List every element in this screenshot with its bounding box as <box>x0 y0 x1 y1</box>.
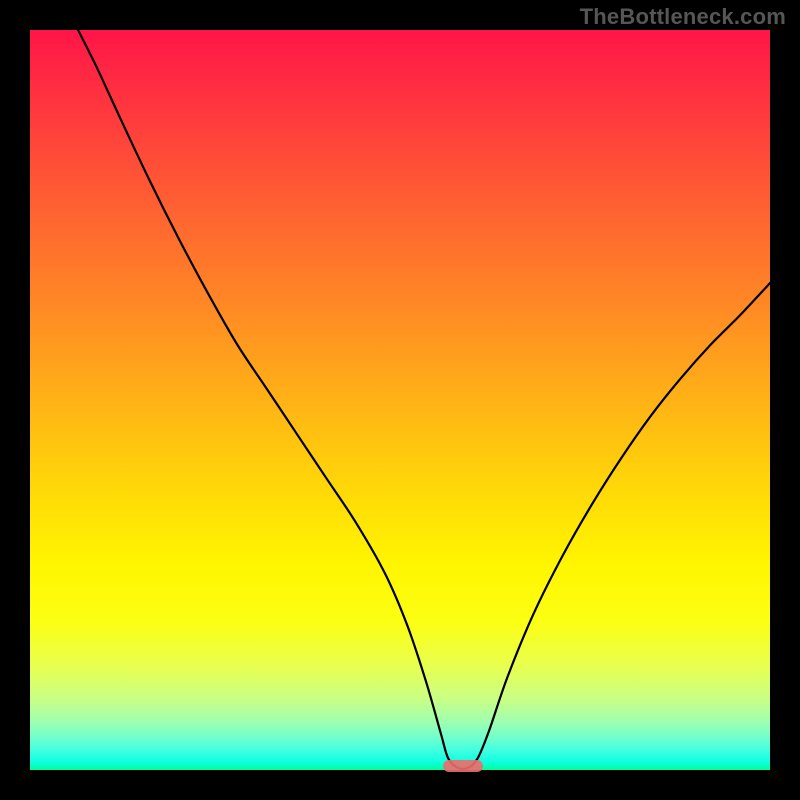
chart-frame: TheBottleneck.com <box>0 0 800 800</box>
chart-svg <box>30 30 770 770</box>
plot-area <box>30 30 770 770</box>
watermark-text: TheBottleneck.com <box>580 4 786 30</box>
optimal-balance-marker <box>443 760 483 772</box>
chart-background <box>30 30 770 770</box>
